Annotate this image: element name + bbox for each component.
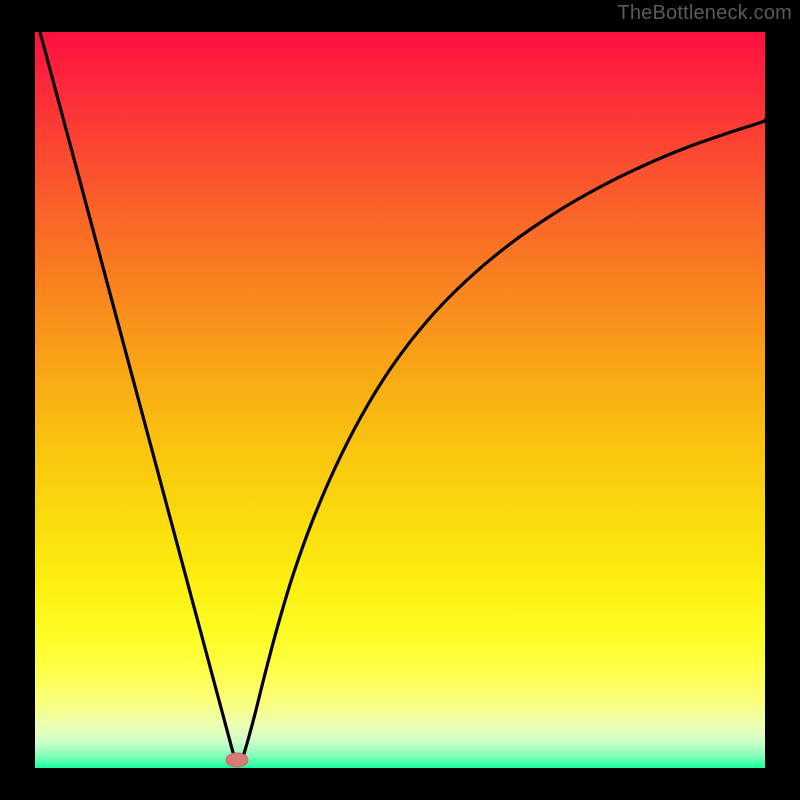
bottleneck-chart bbox=[0, 0, 800, 800]
plot-area-gradient bbox=[35, 32, 765, 768]
watermark-label: TheBottleneck.com bbox=[617, 2, 792, 25]
chart-container: TheBottleneck.com bbox=[0, 0, 800, 800]
optimal-point-marker bbox=[226, 753, 248, 767]
